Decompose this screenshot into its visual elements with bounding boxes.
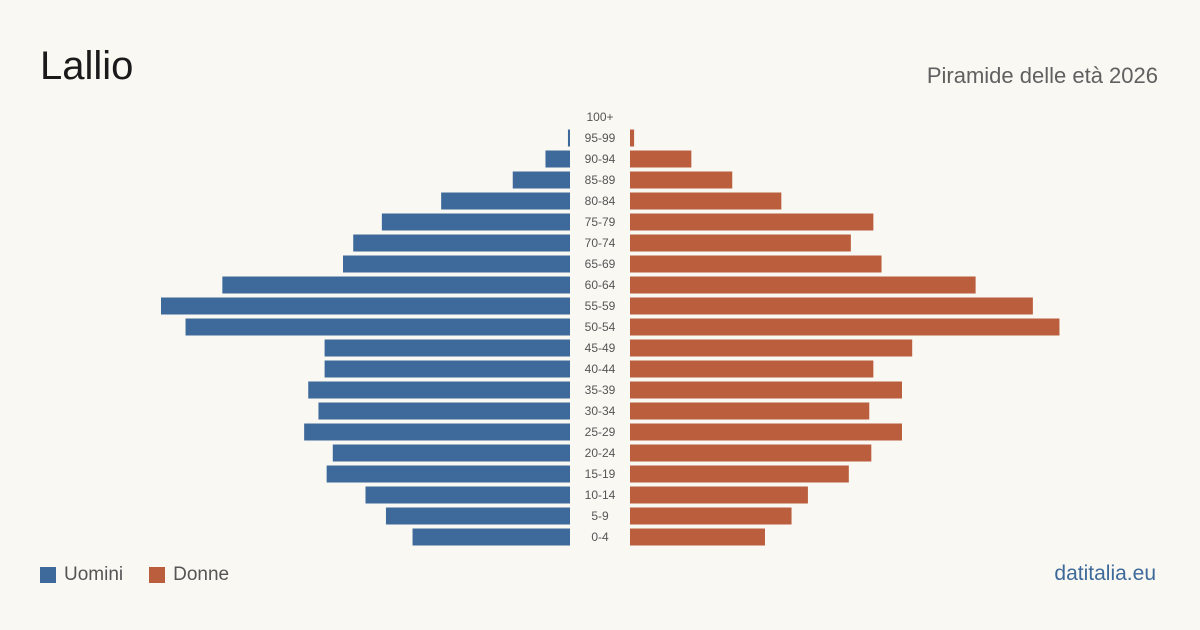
bar-women — [630, 234, 851, 252]
age-group-label: 20-24 — [585, 446, 616, 460]
age-group-label: 80-84 — [585, 194, 616, 208]
bar-women — [630, 297, 1033, 315]
bar-women — [630, 171, 733, 189]
bar-women — [630, 465, 849, 483]
age-group-label: 75-79 — [585, 215, 616, 229]
site-brand-link[interactable]: datitalia.eu — [1054, 562, 1156, 585]
legend-item-men: Uomini — [40, 564, 123, 586]
age-group-label: 65-69 — [585, 257, 616, 271]
age-group-label: 95-99 — [585, 131, 616, 145]
bar-men — [324, 360, 570, 378]
age-group-label: 40-44 — [585, 362, 616, 376]
bar-men — [343, 255, 570, 273]
legend-item-women: Donne — [149, 564, 229, 586]
age-group-label: 25-29 — [585, 425, 616, 439]
legend-label-men: Uomini — [64, 564, 124, 585]
bar-women — [630, 213, 874, 231]
bar-men — [185, 318, 571, 336]
bar-women — [630, 192, 782, 210]
bar-women — [630, 360, 874, 378]
bar-men — [353, 234, 570, 252]
age-group-label: 90-94 — [585, 152, 616, 166]
bar-men — [324, 339, 570, 357]
legend-swatch-women — [149, 567, 166, 583]
bar-men — [567, 129, 570, 147]
age-group-label: 45-49 — [585, 341, 616, 355]
age-group-label: 50-54 — [585, 320, 616, 334]
bar-men — [441, 192, 570, 210]
bar-men — [385, 507, 570, 525]
bar-women — [630, 255, 882, 273]
age-group-label: 30-34 — [585, 404, 616, 418]
bar-women — [630, 528, 765, 546]
bar-men — [332, 444, 570, 462]
bar-men — [512, 171, 570, 189]
bar-women — [630, 402, 870, 420]
bar-men — [326, 465, 570, 483]
bar-men — [161, 297, 570, 315]
age-group-label: 35-39 — [585, 383, 616, 397]
age-group-label: 60-64 — [585, 278, 616, 292]
age-group-label: 15-19 — [585, 467, 616, 481]
age-group-label: 70-74 — [585, 236, 616, 250]
bar-men — [318, 402, 570, 420]
age-group-label: 0-4 — [591, 530, 609, 544]
page-title: Lallio — [40, 44, 134, 88]
bar-women — [630, 423, 902, 441]
bar-men — [412, 528, 570, 546]
legend-swatch-men — [40, 567, 56, 583]
age-group-label: 85-89 — [585, 173, 616, 187]
bar-women — [630, 318, 1060, 336]
bar-women — [630, 129, 635, 147]
legend-label-women: Donne — [173, 564, 230, 585]
age-group-label: 10-14 — [585, 488, 616, 502]
bar-women — [630, 150, 692, 168]
bar-men — [381, 213, 570, 231]
age-group-label: 5-9 — [591, 509, 609, 523]
bar-women — [630, 486, 808, 504]
bar-men — [222, 276, 570, 294]
bar-men — [304, 423, 570, 441]
age-group-label: 55-59 — [585, 299, 616, 313]
bar-men — [365, 486, 570, 504]
legend: Uomini Donne — [40, 564, 229, 586]
age-group-label: 100+ — [586, 110, 613, 124]
chart-subtitle: Piramide delle età 2026 — [926, 63, 1158, 88]
bar-men — [308, 381, 570, 399]
bar-women — [630, 339, 913, 357]
bar-women — [630, 276, 976, 294]
bar-women — [630, 381, 902, 399]
bar-men — [545, 150, 570, 168]
bar-women — [630, 507, 792, 525]
bar-women — [630, 444, 872, 462]
